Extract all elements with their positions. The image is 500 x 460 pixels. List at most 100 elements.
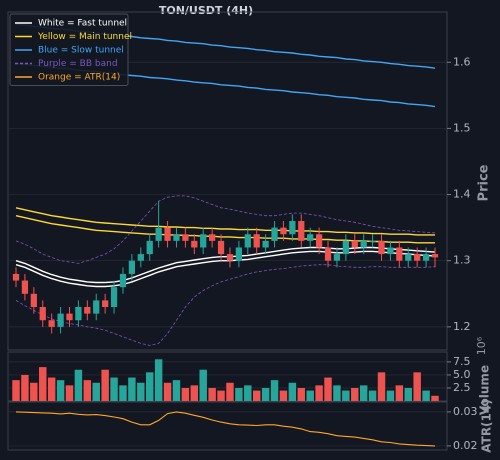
volume-bar [315,385,323,401]
volume-bar [47,377,56,401]
legend-label: Purple = BB band [38,59,118,69]
candle-body [173,234,180,241]
volume-bar [83,380,92,401]
candle-body [191,240,198,248]
candle-body [75,307,82,321]
candle-body [396,247,403,261]
candle-body [226,254,234,261]
candle-body [119,273,127,288]
volume-bar [74,369,83,401]
volume-bar [252,390,261,401]
plot-area [12,23,439,346]
candle-body [164,227,171,241]
volume-bar [101,369,109,401]
y-tick-label: 1.4 [453,188,471,201]
line [15,411,436,447]
legend-label: Orange = ATR(14) [38,73,120,83]
candle-body [307,234,314,241]
y-tick-label: 1.2 [453,320,471,333]
y-tick-label: 7.5 [453,355,471,368]
candle-body [137,254,144,261]
candle-body [422,254,430,261]
volume-bar [261,387,270,401]
volume-bar [288,382,297,401]
line [15,264,436,346]
volume-bar [279,390,288,401]
candle-body [182,234,189,241]
volume-bar [342,390,350,401]
candle-body [93,300,100,314]
candle-body [155,227,162,241]
volume-bar [422,390,430,401]
volume-bar [351,387,359,401]
line [15,207,435,236]
candle-body [57,313,64,327]
candle-body [342,240,349,255]
candle-body [39,307,46,321]
volume-bar [413,372,421,401]
candle-body [369,240,376,242]
volume-bar [137,382,145,401]
volume-bar [297,387,305,401]
volume-bar [431,395,439,401]
volume-bar [39,367,47,401]
volume-bar [235,387,243,401]
candle-body [324,247,332,261]
volume-bar [92,382,100,401]
volume-bar [119,385,127,401]
legend: White = Fast tunnel Yellow = Main tunnel B… [9,13,132,86]
legend-label: Yellow = Main tunnel [37,32,132,42]
volume-bar [377,372,386,401]
candle-body [244,234,251,248]
candle-body [200,234,207,248]
candle-body [102,300,109,308]
legend-label: Blue = Slow tunnel [38,46,124,56]
panel-frame [7,11,448,351]
candle-body [235,247,242,261]
plot-area [12,359,439,401]
y-tick-label: 1.5 [453,121,471,134]
volume-bar [386,390,395,401]
volume-bar [368,390,377,401]
volume-bar [128,377,136,401]
volume-bar [12,380,20,401]
y-tick-label: 2.5 [453,381,471,394]
candle-body [110,287,118,308]
candle-body [66,313,73,321]
volume-bar [30,382,38,401]
volume-bar [56,380,65,401]
volume-bar [226,382,234,401]
line [15,250,436,288]
volume-bar [270,380,279,401]
candle-body [21,280,29,294]
volume-bar [217,390,225,401]
candle-body [146,240,153,255]
axis-exponent: 10⁶ [475,336,488,355]
volume-bar [333,385,341,401]
candle-body [351,240,358,248]
candle-body [298,221,305,241]
panel-frame [7,401,448,451]
candle-body [271,227,278,241]
volume-bar [190,385,199,401]
volume-bar [172,380,181,401]
y-axis-label: Price [477,164,492,201]
candle-body [378,240,385,255]
line [15,195,436,264]
y-axis-label: Volume [478,365,492,415]
line [15,246,436,284]
y-axis-label: ATR(14) [480,399,494,452]
volume-bar [359,385,368,401]
candle-body [289,221,296,235]
candle-body [360,240,367,248]
volume-bar [395,385,404,401]
candle-body [333,254,341,261]
y-tick-label: 5.0 [453,368,471,381]
volume-bar [21,374,29,401]
candle-body [387,247,394,255]
volume-bar [146,372,154,401]
candle-body [253,234,260,248]
candle-body [84,307,91,314]
candle-body [30,293,37,308]
